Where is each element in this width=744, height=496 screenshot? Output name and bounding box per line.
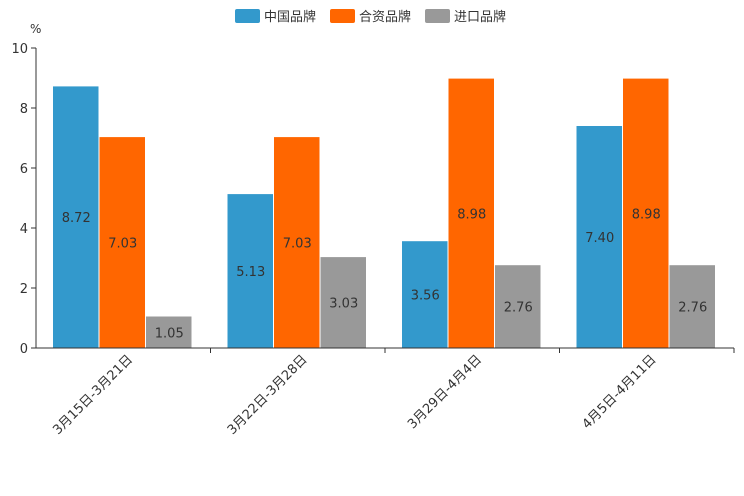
bar-value-label: 7.03 xyxy=(108,237,137,252)
bar xyxy=(274,137,320,348)
bar-value-label: 3.56 xyxy=(411,289,440,304)
bar xyxy=(402,241,448,348)
y-tick-label: 0 xyxy=(20,342,28,357)
bar-value-label: 1.05 xyxy=(155,326,184,341)
bar-value-label: 8.98 xyxy=(457,207,486,222)
y-axis: 0 2 4 6 8 10 xyxy=(11,42,37,357)
bar-value-label: 8.98 xyxy=(632,207,661,222)
legend: 中国品牌 合资品牌 进口品牌 xyxy=(235,9,506,25)
bar xyxy=(576,126,622,348)
bar xyxy=(146,316,192,348)
legend-label: 进口品牌 xyxy=(454,9,506,25)
bar xyxy=(99,137,145,348)
bar-value-label: 7.03 xyxy=(283,237,312,252)
x-tick-label: 3月15日-3月21日 xyxy=(50,352,136,438)
bar xyxy=(495,265,541,348)
x-axis: 3月15日-3月21日 3月22日-3月28日 3月29日-4月4日 4月5日-4月1… xyxy=(36,347,735,438)
bar-value-label: 3.03 xyxy=(329,297,358,312)
bar xyxy=(623,78,669,348)
y-tick-label: 10 xyxy=(11,42,28,57)
bar-value-label: 2.76 xyxy=(678,301,707,316)
bar-value-label: 5.13 xyxy=(236,265,265,280)
bar xyxy=(669,265,715,348)
y-tick-label: 6 xyxy=(20,162,28,177)
x-tick-label: 3月29日-4月4日 xyxy=(405,352,485,432)
bar xyxy=(227,194,273,348)
x-tick-label: 3月22日-3月28日 xyxy=(225,352,311,438)
legend-label: 中国品牌 xyxy=(264,9,316,25)
y-tick-label: 4 xyxy=(20,222,28,237)
bar xyxy=(320,257,366,348)
legend-swatch xyxy=(235,9,260,23)
legend-swatch xyxy=(425,9,450,23)
y-tick-label: 2 xyxy=(20,282,28,297)
x-tick-label: 4月5日-4月11日 xyxy=(580,352,660,432)
bar-value-label: 7.40 xyxy=(585,231,614,246)
legend-swatch xyxy=(330,9,355,23)
bar-value-label: 2.76 xyxy=(504,301,533,316)
bars: 8.72 7.03 1.05 5.13 7.03 3.03 3.56 8.98 2.76 7.40… xyxy=(53,78,715,349)
bar xyxy=(448,78,494,348)
bar xyxy=(53,86,99,349)
bar-value-label: 8.72 xyxy=(62,211,91,226)
y-tick-label: 8 xyxy=(20,102,28,117)
y-axis-unit: % xyxy=(30,22,41,36)
legend-label: 合资品牌 xyxy=(359,9,411,25)
